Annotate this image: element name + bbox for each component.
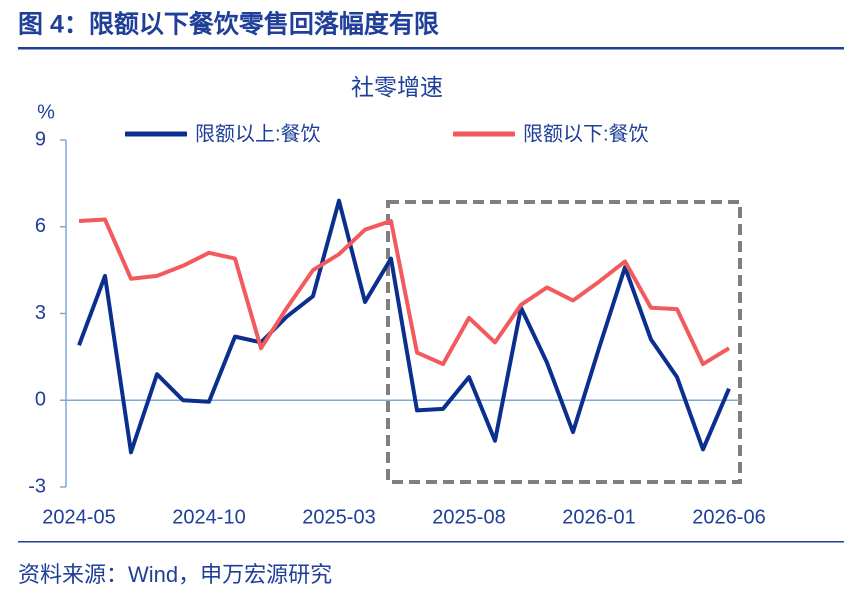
plot: -3 0 3 6 9 2024-05 2024-10 2025-03 2025-08 2026-0… — [28, 122, 766, 528]
x-tick-label: 2026-06 — [692, 506, 765, 528]
y-tick-label: 9 — [35, 128, 46, 150]
x-tick-label: 2025-03 — [302, 506, 375, 528]
footer-rule — [18, 541, 844, 543]
y-axis-label: % — [37, 101, 55, 123]
chart-title: 社零增速 — [351, 74, 443, 100]
x-tick-label: 2026-01 — [562, 506, 635, 528]
legend-label: 限额以上:餐饮 — [195, 122, 321, 145]
y-tick-label: -3 — [28, 475, 46, 497]
figure-title: 图 4：限额以下餐饮零售回落幅度有限 — [18, 10, 439, 39]
series-line — [78, 217, 731, 367]
title-rule — [18, 47, 844, 50]
y-tick-label: 0 — [35, 389, 46, 411]
series-line — [77, 198, 731, 455]
legend-label: 限额以下:餐饮 — [523, 122, 649, 145]
x-tick-label: 2024-10 — [172, 506, 245, 528]
x-tick-label: 2025-08 — [432, 506, 505, 528]
y-tick-label: 6 — [35, 215, 46, 237]
x-tick-label: 2024-05 — [42, 506, 115, 528]
source: 资料来源：Wind，申万宏源研究 — [18, 562, 332, 587]
highlight-box — [386, 200, 742, 484]
y-tick-label: 3 — [35, 302, 46, 324]
